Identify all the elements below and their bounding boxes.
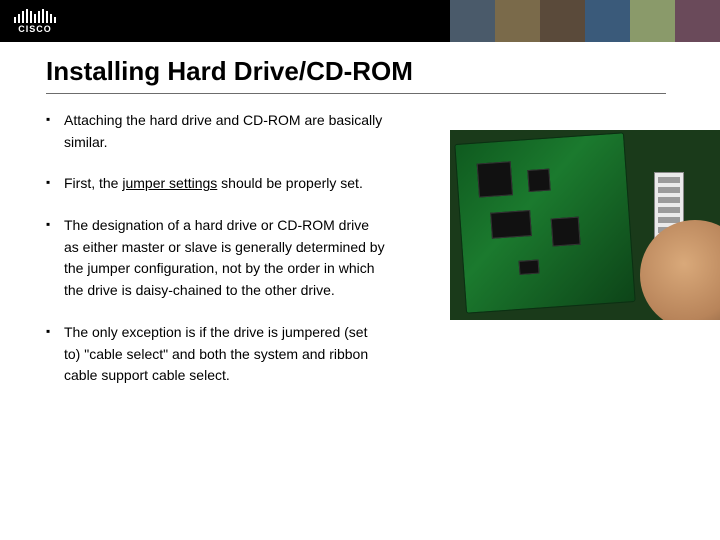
header-photo: [675, 0, 720, 42]
pcb-board: [454, 132, 635, 313]
bullet-item: Attaching the hard drive and CD-ROM are …: [46, 110, 386, 153]
cisco-logo: CISCO: [14, 9, 56, 34]
header-photo: [540, 0, 585, 42]
title-rule: [46, 93, 666, 94]
header-photo: [630, 0, 675, 42]
bullet-list: Attaching the hard drive and CD-ROM are …: [46, 110, 386, 387]
slide-title: Installing Hard Drive/CD-ROM: [46, 56, 720, 87]
bullet-item: First, the jumper settings should be pro…: [46, 173, 386, 195]
hard-drive-photo: [450, 130, 720, 320]
header-photo: [585, 0, 630, 42]
logo-text: CISCO: [18, 24, 52, 34]
header-photo: [450, 0, 495, 42]
header-photo: [495, 0, 540, 42]
bullet-item: The designation of a hard drive or CD-RO…: [46, 215, 386, 302]
logo-bars-icon: [14, 9, 56, 23]
header-bar: CISCO: [0, 0, 720, 42]
header-photo-strip: [450, 0, 720, 42]
bullet-item: The only exception is if the drive is ju…: [46, 322, 386, 387]
hand-shape: [640, 220, 720, 320]
